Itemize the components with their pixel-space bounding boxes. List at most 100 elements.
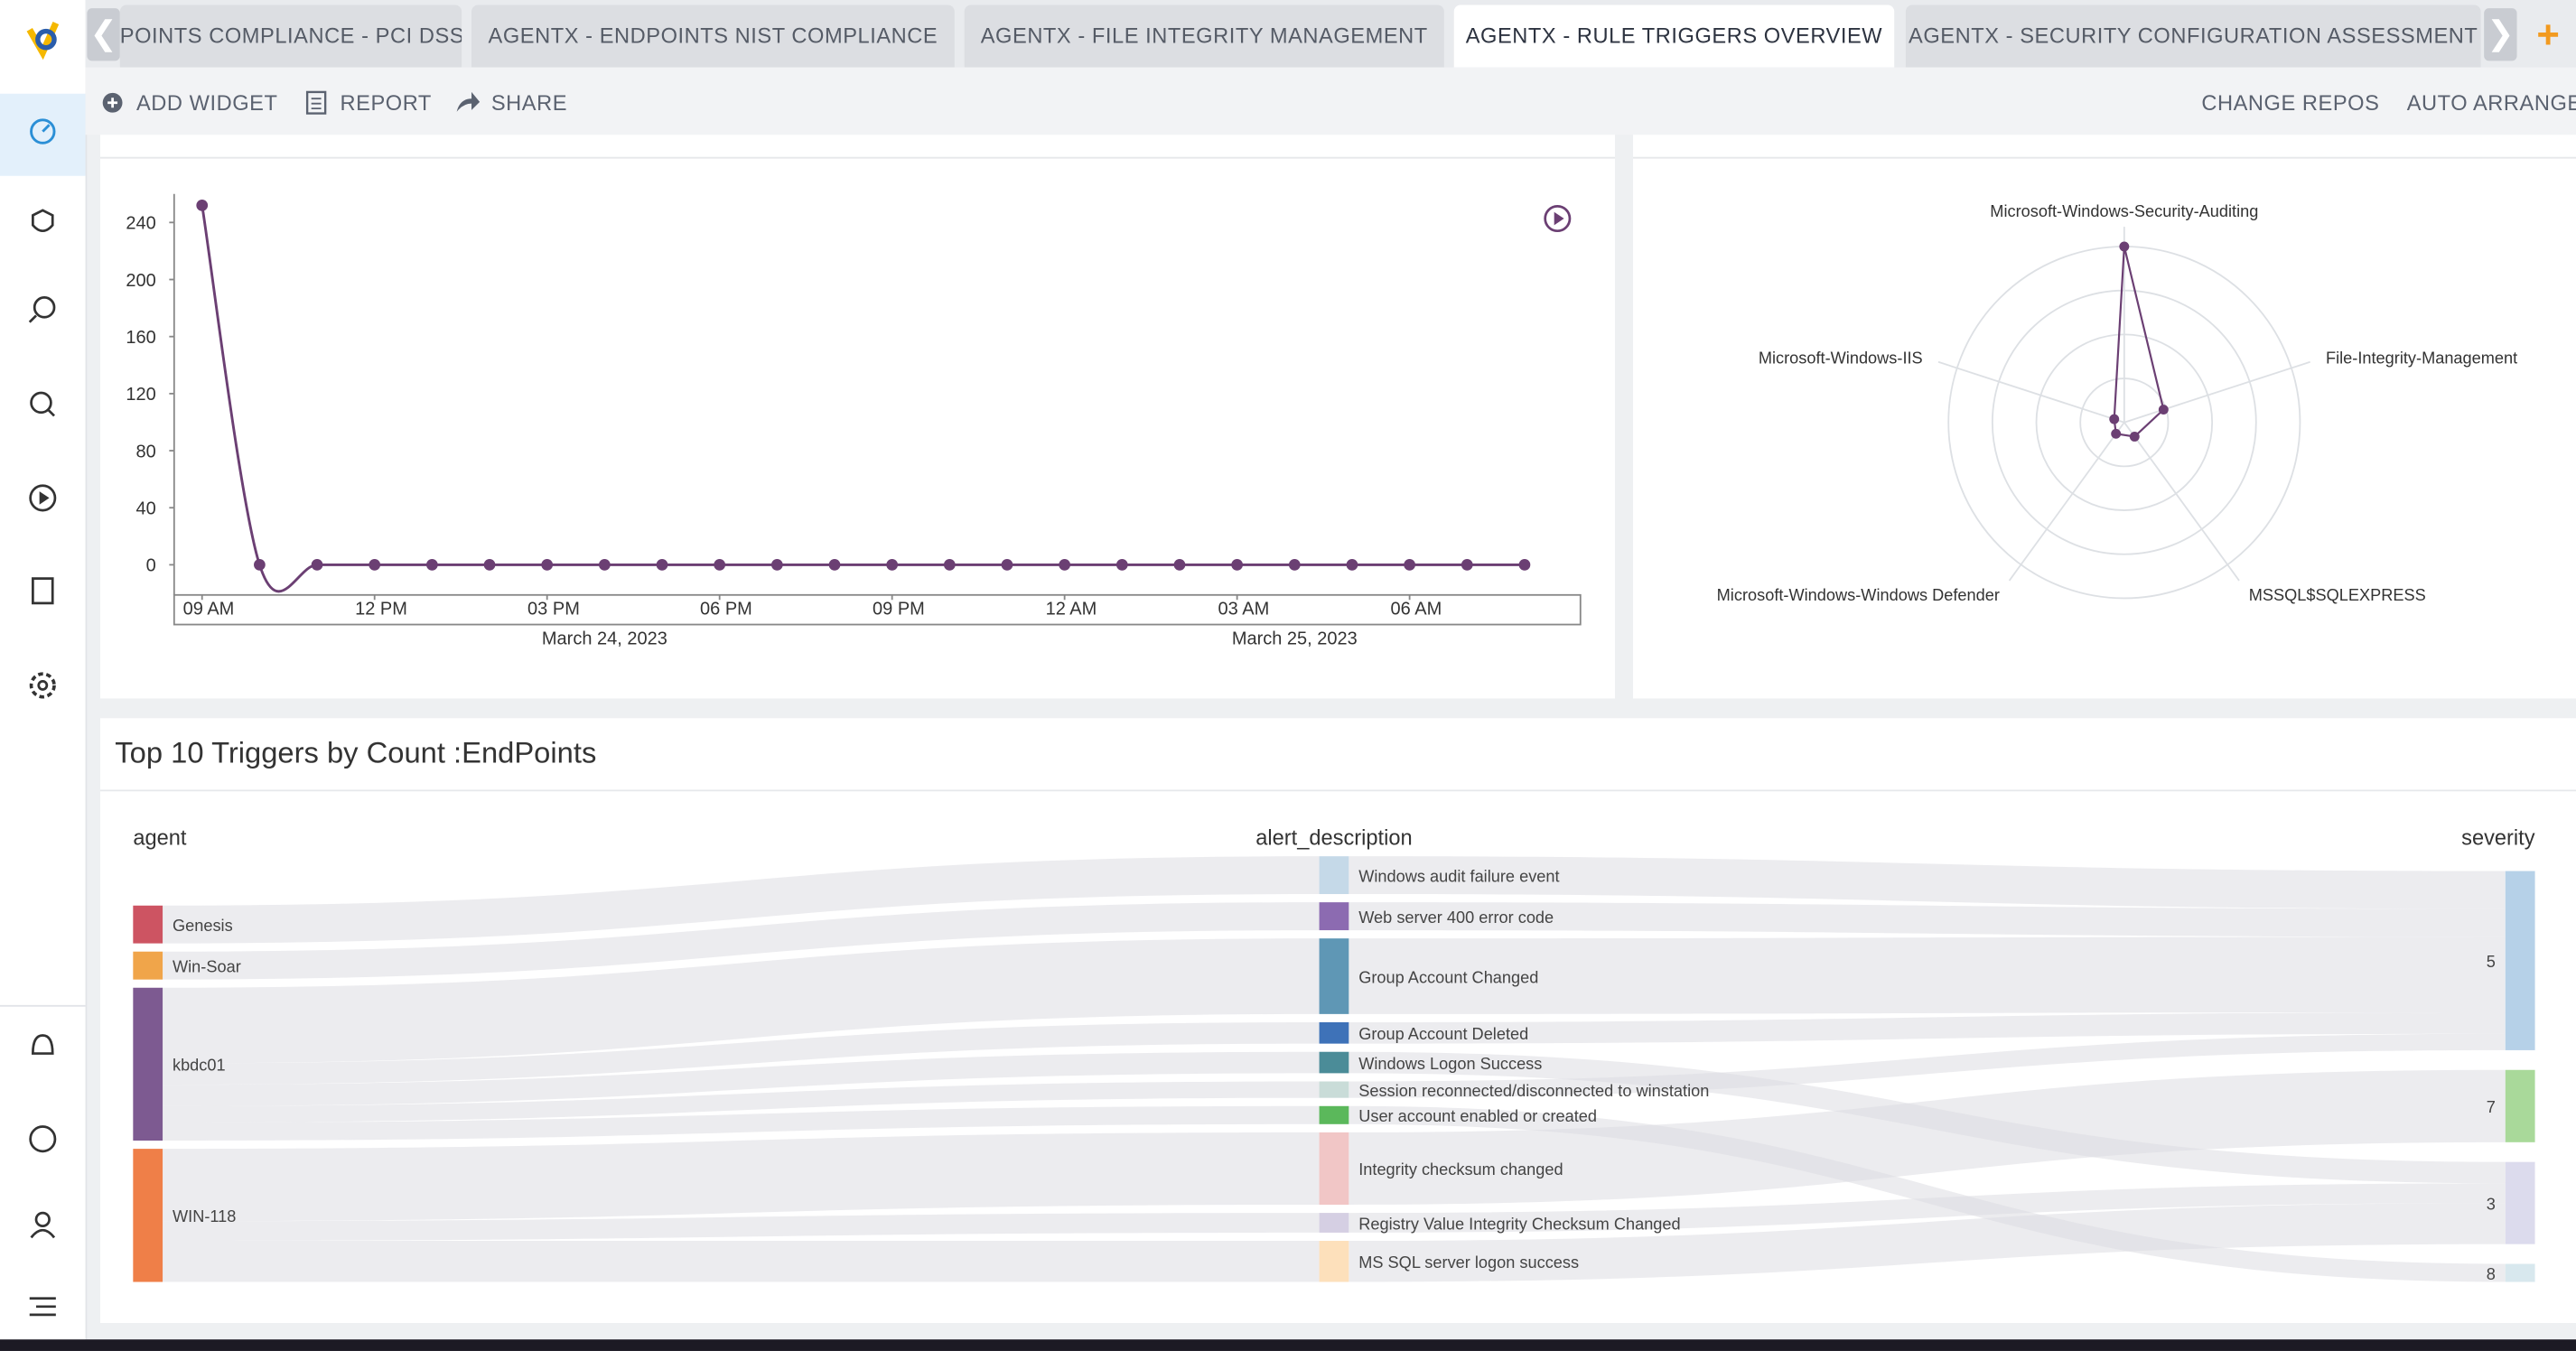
date-label: March 25, 2023 bbox=[1232, 629, 1358, 648]
sankey-node bbox=[133, 988, 163, 1141]
node-label: Session reconnected/disconnected to wins… bbox=[1358, 1082, 1709, 1100]
point bbox=[657, 559, 668, 571]
node-label: Win-Soar bbox=[173, 957, 241, 975]
sankey-node bbox=[2506, 871, 2535, 1050]
node-label: Group Account Changed bbox=[1358, 968, 1538, 986]
radar-line bbox=[2114, 247, 2164, 436]
radar-label: MSSQL$SQLEXPRESS bbox=[2249, 586, 2426, 604]
y-tick-label: 160 bbox=[126, 328, 155, 348]
sankey-node bbox=[1320, 1106, 1349, 1124]
x-tick-label: 06 PM bbox=[700, 600, 752, 620]
x-tick-label: 12 PM bbox=[355, 600, 407, 620]
chart-title: Top 10 Triggers by Count :EndPoints bbox=[115, 735, 596, 769]
radar-label: Microsoft-Windows-Windows Defender bbox=[1717, 586, 2000, 604]
sankey-link bbox=[163, 1241, 1320, 1281]
sankey-node bbox=[1320, 902, 1349, 930]
point bbox=[312, 559, 323, 571]
sankey-node bbox=[1320, 1052, 1349, 1074]
radar-point bbox=[2109, 415, 2119, 424]
radar-axis bbox=[1938, 362, 2124, 423]
y-tick-label: 200 bbox=[126, 271, 155, 291]
x-tick-label: 03 PM bbox=[527, 600, 580, 620]
node-label: WIN-118 bbox=[173, 1207, 236, 1225]
node-label: 5 bbox=[2487, 953, 2496, 971]
column-header: agent bbox=[133, 826, 187, 850]
point bbox=[1289, 559, 1301, 571]
column-header: severity bbox=[2461, 826, 2535, 850]
point bbox=[1404, 559, 1415, 571]
x-tick-label: 09 PM bbox=[873, 600, 925, 620]
play-button bbox=[1554, 212, 1564, 226]
sankey-node bbox=[1320, 1213, 1349, 1233]
point bbox=[196, 200, 208, 211]
radar-point bbox=[2111, 429, 2121, 439]
radar-label: Microsoft-Windows-Security-Auditing bbox=[1990, 202, 2258, 220]
node-label: Genesis bbox=[173, 917, 233, 935]
radar-label: Microsoft-Windows-IIS bbox=[1759, 349, 1923, 367]
y-tick-label: 240 bbox=[126, 214, 155, 234]
sankey-node bbox=[133, 952, 163, 980]
sankey-node bbox=[133, 1149, 163, 1281]
node-label: 3 bbox=[2487, 1195, 2496, 1213]
sankey-link bbox=[163, 1132, 1320, 1221]
point bbox=[426, 559, 438, 571]
column-header: alert_description bbox=[1255, 826, 1412, 850]
y-tick-label: 120 bbox=[126, 385, 155, 405]
sankey-node bbox=[1320, 1081, 1349, 1097]
point bbox=[1347, 559, 1358, 571]
node-label: 8 bbox=[2487, 1265, 2496, 1283]
point bbox=[944, 559, 956, 571]
y-tick-label: 40 bbox=[136, 498, 156, 518]
sankey-node bbox=[1320, 1241, 1349, 1281]
point bbox=[1116, 559, 1128, 571]
node-label: kbdc01 bbox=[173, 1057, 226, 1075]
x-tick-label: 06 AM bbox=[1391, 600, 1442, 620]
point bbox=[1174, 559, 1186, 571]
sankey-node bbox=[1320, 1022, 1349, 1044]
node-label: Windows Logon Success bbox=[1358, 1055, 1542, 1073]
sankey-node bbox=[1320, 1132, 1349, 1205]
radar-axis bbox=[2010, 423, 2124, 581]
sankey-node bbox=[2506, 1070, 2535, 1142]
point bbox=[771, 559, 783, 571]
point bbox=[1461, 559, 1473, 571]
radar-axis bbox=[2124, 362, 2310, 423]
node-label: Web server 400 error code bbox=[1358, 908, 1554, 927]
point bbox=[714, 559, 725, 571]
point bbox=[1002, 559, 1013, 571]
node-label: MS SQL server logon success bbox=[1358, 1253, 1579, 1272]
node-label: User account enabled or created bbox=[1358, 1107, 1597, 1125]
point bbox=[369, 559, 380, 571]
node-label: Integrity checksum changed bbox=[1358, 1160, 1563, 1179]
point bbox=[484, 559, 496, 571]
point bbox=[1059, 559, 1070, 571]
taskbar bbox=[0, 1339, 2576, 1351]
y-tick-label: 80 bbox=[136, 442, 156, 461]
point bbox=[599, 559, 611, 571]
point bbox=[254, 559, 266, 571]
node-label: Registry Value Integrity Checksum Change… bbox=[1358, 1215, 1680, 1233]
radar-axis bbox=[2124, 423, 2239, 581]
radar-label: File-Integrity-Management bbox=[2326, 349, 2517, 367]
node-label: 7 bbox=[2487, 1098, 2496, 1116]
point bbox=[829, 559, 841, 571]
sankey-node bbox=[1320, 938, 1349, 1014]
sankey-node bbox=[2506, 1264, 2535, 1282]
x-tick-label: 09 AM bbox=[183, 600, 235, 620]
x-tick-label: 03 AM bbox=[1218, 600, 1270, 620]
point bbox=[1231, 559, 1243, 571]
node-label: Windows audit failure event bbox=[1358, 867, 1559, 885]
sankey-node bbox=[2506, 1162, 2535, 1244]
line bbox=[202, 205, 1525, 591]
sankey-node bbox=[133, 906, 163, 944]
sankey-node bbox=[1320, 856, 1349, 894]
point bbox=[1519, 559, 1531, 571]
y-tick-label: 0 bbox=[146, 556, 156, 576]
date-label: March 24, 2023 bbox=[542, 629, 667, 648]
point bbox=[886, 559, 898, 571]
radar-point bbox=[2119, 242, 2129, 252]
radar-point bbox=[2159, 405, 2169, 415]
